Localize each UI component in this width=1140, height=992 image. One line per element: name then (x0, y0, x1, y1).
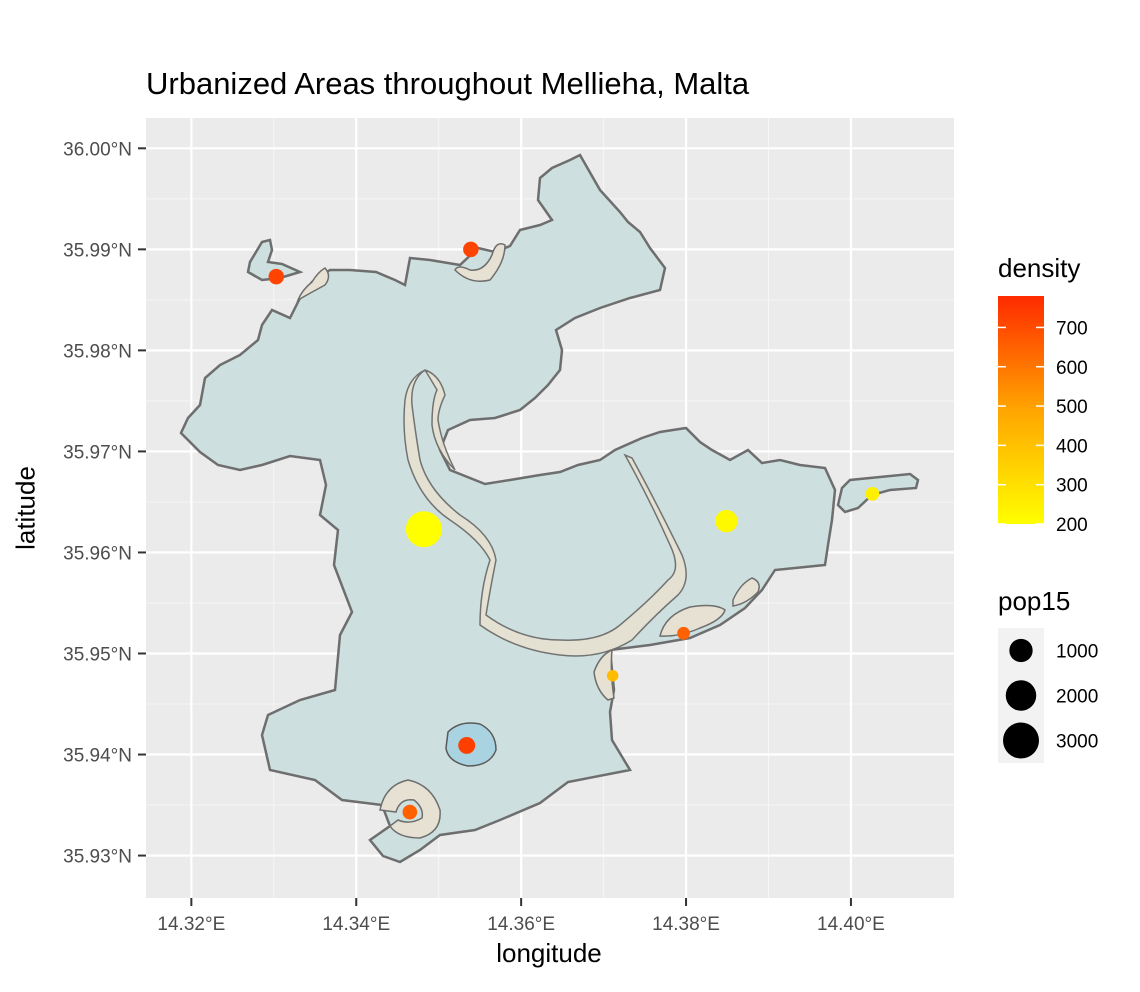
x-axis-title: longitude (496, 938, 602, 968)
pop15-key-label: 1000 (1056, 642, 1098, 663)
colorbar-label: 400 (1056, 436, 1088, 457)
urban-area-north-bay (454, 243, 506, 282)
colorbar-label: 300 (1056, 476, 1088, 497)
x-tick-label: 14.34°E (322, 914, 390, 935)
y-tick-label: 35.94°N (63, 746, 132, 767)
y-tick-label: 35.93°N (63, 847, 132, 868)
data-point (405, 511, 442, 548)
data-point (606, 669, 619, 682)
data-point (458, 736, 476, 754)
pop15-key-circle (1009, 638, 1033, 663)
y-tick-label: 35.98°N (63, 341, 132, 362)
x-tick-label: 14.32°E (157, 914, 225, 935)
data-point (268, 268, 285, 285)
density-points (268, 241, 880, 820)
data-point (463, 241, 479, 258)
urban-area-south (379, 779, 441, 839)
y-tick-label: 35.99°N (63, 240, 132, 261)
pop15-key-label: 2000 (1056, 687, 1098, 708)
data-point (865, 486, 880, 501)
x-tick-label: 14.40°E (817, 914, 885, 935)
pop15-key-circle (1005, 680, 1037, 711)
y-tick-label: 35.96°N (63, 543, 132, 564)
urban-area-east-coast (732, 577, 760, 607)
legend: density 200 300 400 500 600 700 pop15 1000 2000 30… (998, 253, 1098, 763)
x-tick-label: 14.38°E (652, 914, 720, 935)
legend-pop15-title: pop15 (998, 586, 1070, 616)
colorbar-label: 200 (1056, 515, 1088, 536)
density-colorbar (998, 296, 1044, 524)
pop15-key-circle (1003, 722, 1039, 759)
x-tick-label: 14.36°E (487, 914, 555, 935)
axes: 14.32°E 14.34°E 14.36°E 14.38°E 14.40°E 35.93… (63, 139, 885, 935)
pop15-key-label: 3000 (1056, 732, 1098, 753)
chart-title: Urbanized Areas throughout Mellieha, Mal… (146, 66, 750, 101)
data-point (677, 626, 690, 640)
colorbar-label: 700 (1056, 318, 1088, 339)
mellieha-land-polygon (179, 153, 837, 864)
data-point (715, 509, 738, 533)
data-point (402, 804, 418, 820)
urban-area-northwest (296, 267, 330, 302)
urban-area-road-central (403, 368, 687, 657)
y-tick-label: 36.00°N (63, 139, 132, 160)
y-tick-label: 35.97°N (63, 442, 132, 463)
y-tick-label: 35.95°N (63, 644, 132, 665)
legend-density-title: density (998, 253, 1080, 283)
colorbar-label: 500 (1056, 397, 1088, 418)
colorbar-label: 600 (1056, 358, 1088, 379)
